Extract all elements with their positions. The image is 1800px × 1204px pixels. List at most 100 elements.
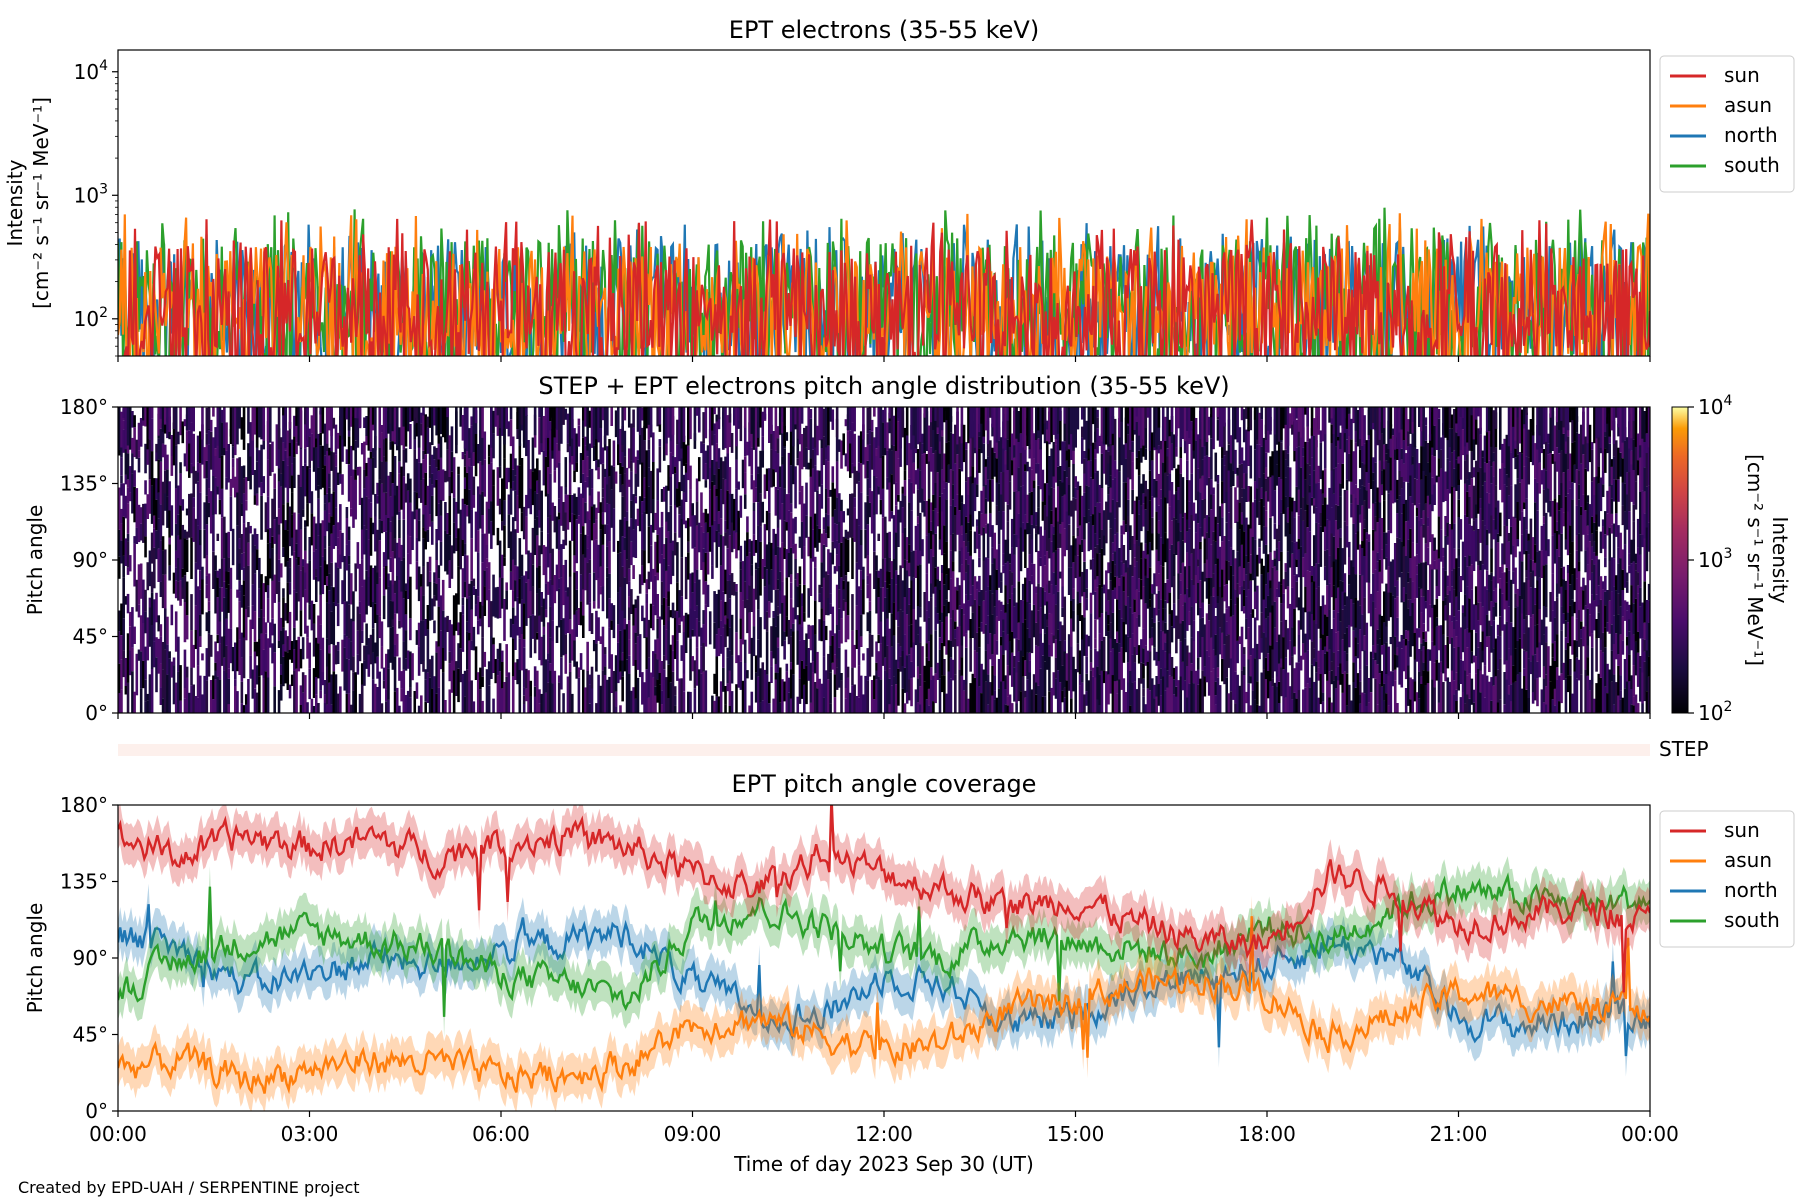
heatmap-cell [1009,482,1012,510]
heatmap-cell [950,407,953,422]
heatmap-cell [1015,704,1018,714]
heatmap-cell [293,472,296,488]
heatmap-cell [777,615,780,637]
heatmap-cell [790,574,793,582]
heatmap-cell [969,639,972,672]
heatmap-cell [735,591,738,632]
heatmap-cell [241,682,244,703]
heatmap-cell [370,503,373,518]
heatmap-cell [289,582,292,594]
heatmap-cell [289,685,292,699]
heatmap-cell [330,563,333,587]
heatmap-cell [582,615,585,638]
heatmap-cell [289,567,292,582]
panel2-title: STEP + EPT electrons pitch angle distrib… [538,372,1229,400]
heatmap-cell [1171,626,1174,642]
heatmap-cell [166,617,169,645]
heatmap-cell [201,567,204,580]
heatmap-cell [650,407,653,436]
heatmap-cell [1035,533,1038,552]
heatmap-cell [591,488,594,506]
heatmap-cell [273,474,276,489]
heatmap-cell [440,542,443,566]
heatmap-cell [759,576,762,596]
heatmap-cell [1173,576,1176,603]
heatmap-cell [860,492,863,529]
heatmap-cell [554,671,557,713]
heatmap-cell [746,516,749,532]
heatmap-cell [164,549,167,574]
heatmap-cell [961,657,964,676]
heatmap-cell [525,407,528,416]
heatmap-cell [993,675,996,691]
heatmap-cell [740,407,743,441]
heatmap-cell [140,688,143,713]
heatmap-cell [164,575,167,609]
heatmap-cell [120,690,123,713]
heatmap-cell [729,467,732,493]
heatmap-cell [965,450,968,482]
heatmap-cell [332,602,335,645]
heatmap-cell [991,479,994,502]
heatmap-cell [503,557,506,566]
heatmap-cell [514,529,517,565]
heatmap-cell [387,669,390,700]
heatmap-cell [707,553,710,575]
heatmap-cell [595,519,598,539]
heatmap-cell [1144,448,1147,460]
heatmap-cell [720,518,723,534]
heatmap-cell [210,420,213,432]
heatmap-cell [1085,588,1088,598]
heatmap-cell [510,407,513,419]
heatmap-cell [608,574,611,598]
heatmap-cell [302,637,305,659]
heatmap-cell [794,544,797,559]
heatmap-cell [976,471,979,484]
heatmap-cell [1151,496,1154,518]
heatmap-cell [160,624,163,637]
heatmap-cell [492,527,495,536]
panel1-title: EPT electrons (35-55 keV) [729,16,1039,44]
heatmap-cell [670,477,673,506]
heatmap-cell [672,407,675,435]
heatmap-cell [1223,407,1226,427]
heatmap-cell [381,621,384,647]
heatmap-cell [144,536,147,557]
heatmap-cell [637,678,640,713]
heatmap-cell [945,499,948,542]
heatmap-cell [613,441,616,467]
heatmap-cell [387,700,390,713]
heatmap-cell [545,609,548,617]
heatmap-cell [689,466,692,490]
heatmap-cell [438,565,441,578]
heatmap-cell [731,656,734,684]
heatmap-cell [659,617,662,661]
heatmap-cell [595,644,598,672]
heatmap-cell [230,568,233,589]
heatmap-cell [179,701,182,713]
heatmap-cell [521,555,524,576]
heatmap-cell [643,511,646,550]
heatmap-cell [304,527,307,550]
heatmap-cell [133,627,136,644]
heatmap-cell [768,703,771,713]
heatmap-cell [711,566,714,579]
heatmap-cell [455,407,458,445]
heatmap-cell [440,436,443,458]
heatmap-cell [405,614,408,630]
heatmap-cell [829,593,832,604]
heatmap-cell [783,641,786,660]
heatmap-cell [702,643,705,672]
heatmap-cell [1094,619,1097,638]
heatmap-cell [1249,581,1252,614]
heatmap-cell [144,590,147,612]
panel1-ylabel: Intensity [3,159,27,246]
heatmap-cell [586,642,589,671]
heatmap-cell [1077,407,1080,429]
heatmap-cell [254,574,257,611]
heatmap-cell [639,634,642,677]
heatmap-cell [564,654,567,674]
heatmap-cell [216,534,219,541]
heatmap-cell [1182,541,1185,563]
